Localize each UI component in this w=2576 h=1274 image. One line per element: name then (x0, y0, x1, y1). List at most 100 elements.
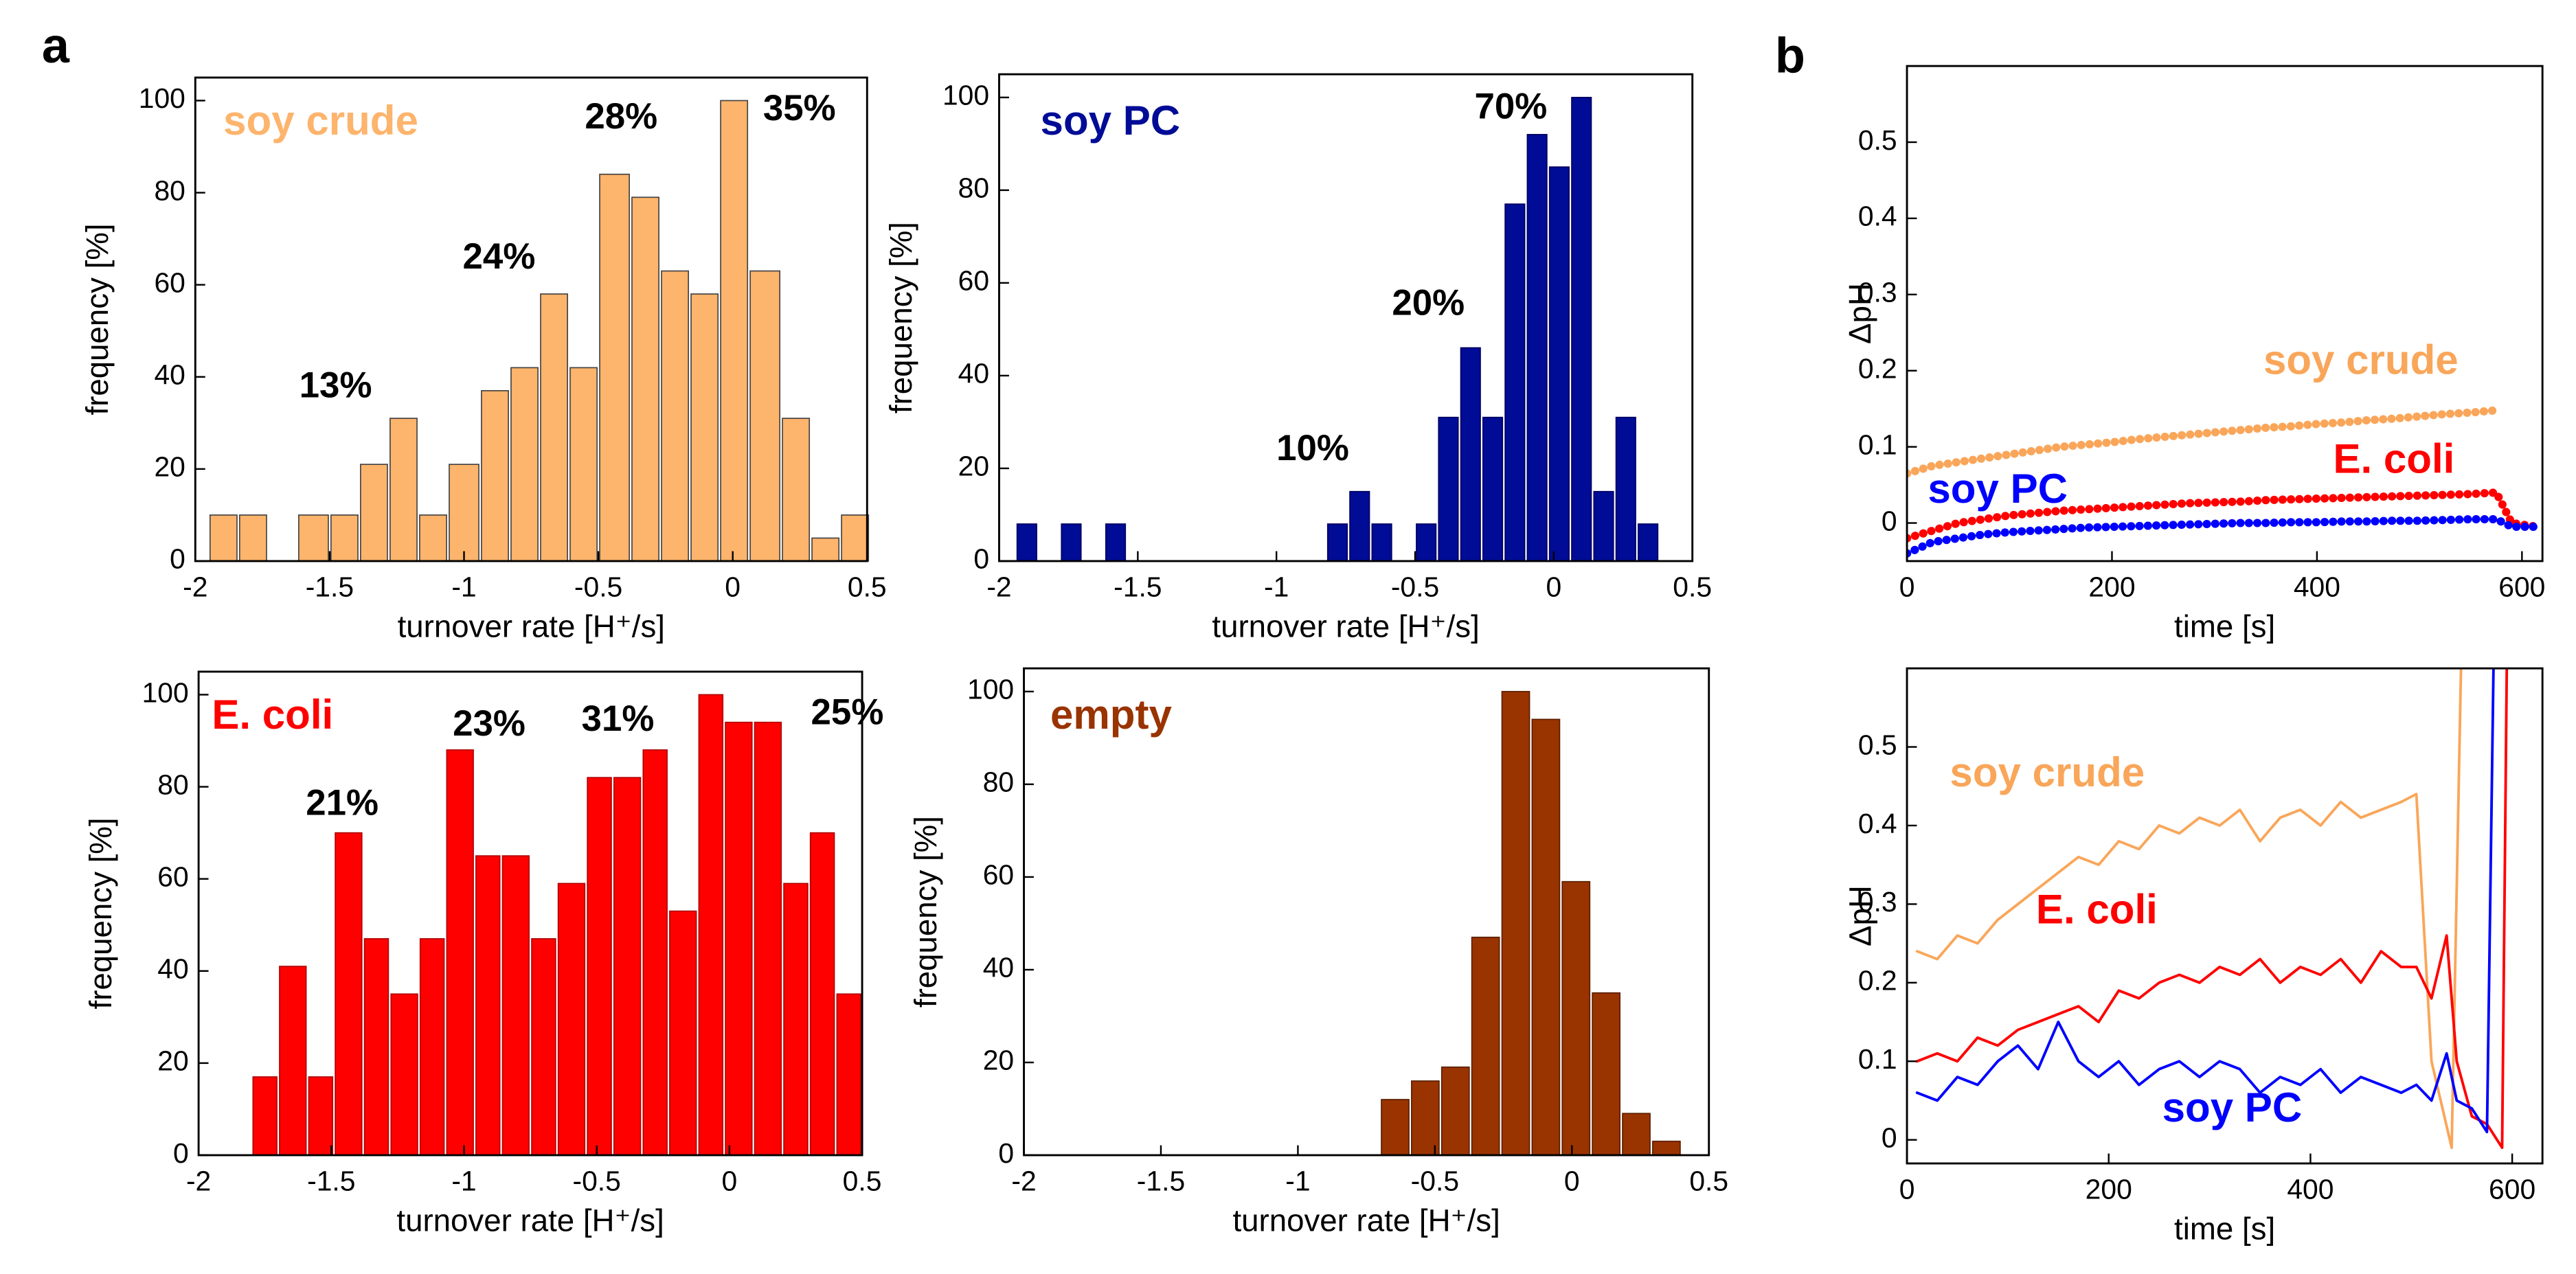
y-tick-label: 60 (154, 266, 185, 298)
y-tick-label: 0.2 (1858, 965, 1897, 997)
x-tick-label: -0.5 (574, 571, 622, 603)
bar (209, 514, 238, 562)
y-tick-label: 0.4 (1858, 808, 1897, 839)
bar (811, 537, 840, 562)
x-tick-label: -0.5 (573, 1165, 621, 1197)
y-tick-label: 0.3 (1858, 886, 1897, 918)
x-tick-label: -2 (986, 571, 1011, 603)
x-tick-label: -0.5 (1391, 571, 1439, 603)
x-tick-label: 0.5 (843, 1165, 882, 1197)
x-tick-label: -1 (1264, 571, 1289, 603)
bar (531, 938, 556, 1156)
x-tick-label: -2 (186, 1165, 211, 1197)
x-axis-label: turnover rate [H⁺/s] (1212, 609, 1479, 644)
bar (540, 293, 568, 562)
y-tick-label: 0.1 (1858, 1043, 1897, 1075)
bar (481, 390, 509, 562)
bar (238, 514, 267, 562)
x-tick-label: -1.5 (1114, 571, 1162, 603)
annotation: 20% (1392, 282, 1465, 323)
bar (1548, 166, 1570, 562)
series-label: soy crude (2263, 337, 2459, 383)
bar (298, 514, 329, 562)
plot-marks (252, 694, 861, 1156)
bar (841, 514, 870, 562)
y-tick-label: 0.5 (1858, 729, 1897, 760)
y-tick-label: 0 (998, 1137, 1014, 1169)
bar (1326, 523, 1348, 562)
bar (501, 855, 530, 1156)
x-tick-label: -1.5 (306, 571, 354, 603)
x-tick-label: -2 (183, 571, 207, 603)
bar (725, 721, 753, 1156)
series-label: empty (1050, 692, 1172, 738)
y-tick-label: 80 (983, 766, 1014, 798)
plot-frame (194, 76, 868, 562)
series-line (1907, 488, 2542, 543)
bar (613, 777, 642, 1156)
bar (690, 293, 719, 562)
y-tick-label: 60 (958, 265, 989, 297)
x-tick-label: -1 (451, 571, 476, 603)
x-axis-label: turnover rate [H⁺/s] (398, 609, 665, 644)
annotation: 24% (463, 236, 536, 277)
y-axis-label: frequency [%] (908, 816, 943, 1008)
y-tick-label: 80 (157, 769, 188, 800)
bar (1061, 523, 1082, 562)
bar (1105, 523, 1127, 562)
y-tick-label: 20 (983, 1045, 1014, 1076)
x-tick-label: -2 (1011, 1165, 1036, 1197)
y-tick-label: 40 (983, 952, 1014, 983)
y-tick-label: 60 (157, 861, 188, 892)
series-line (1915, 668, 2509, 1150)
bar (1592, 992, 1621, 1156)
bar (661, 270, 690, 562)
y-tick-label: 100 (967, 674, 1014, 705)
y-axis-label: ΔpH (1842, 283, 1877, 344)
bar (1016, 523, 1037, 562)
annotation: 28% (585, 96, 657, 137)
y-axis-label: frequency [%] (883, 222, 918, 413)
x-tick-label: -1.5 (307, 1165, 355, 1197)
bar (1622, 1113, 1651, 1156)
y-tick-label: 40 (154, 359, 185, 391)
bar (510, 367, 539, 562)
bar (1561, 880, 1591, 1156)
bar (1526, 134, 1548, 562)
bar (698, 694, 724, 1156)
x-tick-label: 0 (1564, 1165, 1580, 1197)
x-tick-label: 0 (1899, 571, 1915, 603)
x-tick-label: 0 (1546, 571, 1561, 603)
y-tick-label: 80 (958, 172, 989, 204)
y-axis-label: ΔpH (1842, 885, 1877, 946)
series-label: soy crude (1950, 749, 2145, 795)
x-axis-label: time [s] (2174, 609, 2275, 644)
panel-label: a (42, 19, 70, 73)
x-tick-label: 0.5 (1673, 571, 1712, 603)
bar (252, 1076, 278, 1156)
plot-frame (197, 670, 863, 1157)
plot-frame (998, 73, 1694, 562)
x-tick-label: 0 (725, 571, 741, 603)
x-tick-label: 0.5 (848, 571, 887, 603)
bar (1371, 523, 1392, 562)
bar (330, 514, 359, 562)
bar (1482, 416, 1504, 562)
x-tick-label: -1 (1285, 1165, 1310, 1197)
bar (669, 910, 697, 1156)
x-tick-label: 0.5 (1689, 1165, 1728, 1197)
y-tick-label: 40 (157, 953, 188, 985)
bar (449, 464, 479, 562)
bar (389, 418, 418, 562)
annotation: 10% (1276, 428, 1349, 468)
bar (782, 418, 811, 562)
x-tick-label: 400 (2294, 571, 2340, 603)
bar (1638, 523, 1659, 562)
bar (1471, 936, 1500, 1156)
bar (1615, 416, 1636, 562)
bar (419, 938, 445, 1156)
bar (360, 464, 388, 562)
plot-area (1907, 66, 2543, 561)
